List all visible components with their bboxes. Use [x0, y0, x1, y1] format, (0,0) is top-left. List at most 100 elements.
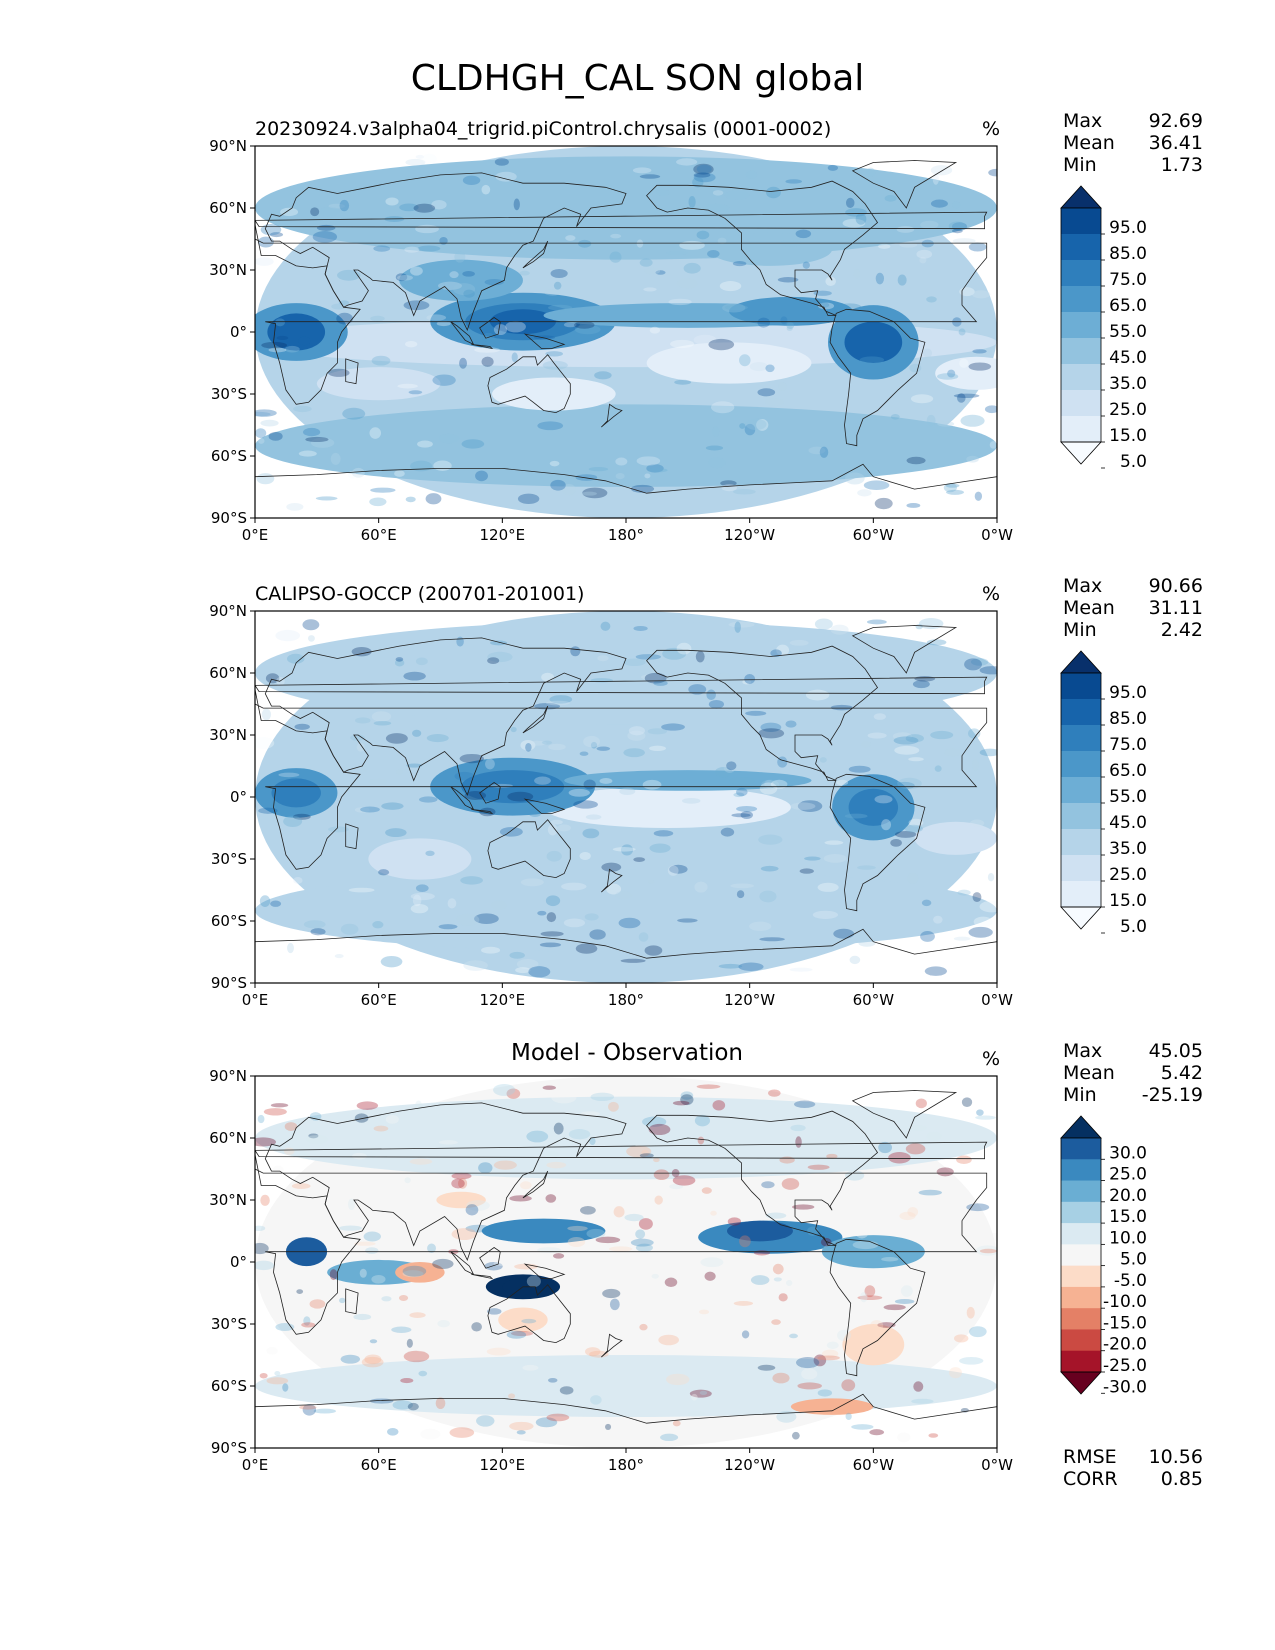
- field-contour: [649, 745, 667, 752]
- field-contour: [705, 445, 724, 451]
- field-contour: [804, 856, 821, 861]
- field-contour: [410, 460, 433, 472]
- colorbar-tick-label: 85.0: [1109, 709, 1147, 729]
- field-contour: [270, 1103, 289, 1108]
- colorbar-segment: [1061, 881, 1101, 908]
- field-contour: [739, 354, 751, 367]
- field-contour: [826, 1341, 839, 1349]
- field-contour: [564, 770, 812, 791]
- field-contour: [844, 321, 903, 363]
- field-contour: [662, 647, 687, 660]
- field-contour: [606, 883, 622, 895]
- field-contour: [653, 680, 668, 686]
- field-contour: [283, 1147, 295, 1155]
- field-contour: [438, 433, 460, 444]
- field-contour: [549, 695, 573, 704]
- field-contour: [638, 1218, 653, 1230]
- field-contour: [695, 650, 705, 663]
- field-contour: [596, 746, 611, 751]
- field-contour: [639, 1153, 654, 1158]
- colorbar-extend-bottom: [1060, 441, 1102, 465]
- colorbar-segment: [1061, 1265, 1101, 1288]
- field-contour: [520, 1181, 532, 1190]
- colorbar-frame: [1060, 1137, 1102, 1373]
- field-contour: [582, 828, 600, 839]
- field-contour: [736, 787, 748, 797]
- coastline: [255, 1141, 988, 1160]
- field-contour: [670, 339, 695, 349]
- field-contour: [588, 467, 609, 472]
- colorbar-tick-label: 35.0: [1109, 374, 1147, 394]
- field-contour: [363, 1231, 381, 1242]
- field-contour: [921, 899, 932, 907]
- map-plot: 90°N 60°N 30°N 0° 30°S 60°S 90°S0°E 60°E 120°E 18…: [209, 602, 1013, 1009]
- colorbar-tick-label: 65.0: [1109, 296, 1147, 316]
- field-contour: [628, 726, 646, 736]
- field-contour: [260, 419, 279, 427]
- field-contour: [499, 826, 523, 837]
- field-contour: [656, 189, 670, 196]
- field-contour: [575, 474, 598, 481]
- field-contour: [395, 273, 408, 282]
- field-contour: [456, 636, 464, 647]
- field-contour: [489, 640, 508, 646]
- field-contour: [455, 913, 480, 926]
- field-contour: [261, 708, 272, 721]
- field-contour: [936, 373, 959, 380]
- field-contour: [915, 623, 923, 630]
- field-contour: [884, 194, 897, 202]
- coastline: [479, 782, 501, 804]
- field-contour: [736, 890, 745, 899]
- coastline: [601, 868, 623, 893]
- coastline: [646, 180, 879, 316]
- field-contour: [666, 1373, 690, 1386]
- coastline: [523, 333, 566, 349]
- field-contour: [417, 440, 433, 448]
- field-contour: [385, 1114, 399, 1124]
- field-contour: [643, 287, 657, 292]
- field-contour: [381, 1296, 392, 1302]
- rmse-label: RMSE: [1063, 1446, 1117, 1468]
- field-contour: [899, 1211, 916, 1221]
- lat-tick-label: 90°S: [211, 1439, 247, 1457]
- field-contour: [894, 830, 917, 838]
- field-contour: [403, 1350, 430, 1363]
- field-contour: [894, 1299, 915, 1305]
- field-contour: [275, 318, 286, 327]
- field-contour: [257, 438, 265, 444]
- max-value: 45.05: [1148, 1040, 1203, 1062]
- field-contour: [608, 1246, 633, 1252]
- field-contour: [494, 158, 509, 166]
- field-contour: [799, 868, 814, 874]
- field-contour: [415, 154, 425, 159]
- field-contour: [294, 723, 310, 730]
- field-contour: [653, 1169, 670, 1180]
- field-contour: [714, 767, 733, 778]
- field-contour: [697, 1136, 705, 1145]
- field-contour: [973, 916, 993, 927]
- field-contour: [776, 1410, 797, 1423]
- field-contour: [881, 1256, 899, 1262]
- field-contour: [353, 1313, 372, 1321]
- field-contour: [772, 1372, 790, 1384]
- field-contour: [447, 898, 457, 909]
- field-contour: [890, 839, 902, 847]
- field-contour: [395, 657, 404, 662]
- field-contour: [368, 778, 388, 785]
- field-contour: [487, 1308, 502, 1315]
- colorbar-extend-bottom: [1060, 906, 1102, 930]
- lon-tick-label: 60°W: [853, 1456, 895, 1474]
- field-contour: [545, 351, 563, 357]
- field-contour: [712, 190, 724, 196]
- colorbar-segment: [1061, 338, 1101, 365]
- coastline: [829, 1238, 926, 1377]
- field-contour: [761, 1181, 775, 1189]
- field-contour: [626, 1145, 652, 1158]
- map-plot: 90°N 60°N 30°N 0° 30°S 60°S 90°S0°E 60°E 120°E 18…: [209, 1067, 1013, 1474]
- field-contour: [674, 379, 692, 385]
- colorbar-segment: [1061, 286, 1101, 313]
- field-contour: [436, 321, 451, 327]
- field-contour: [474, 347, 501, 353]
- field-contour: [717, 237, 727, 245]
- field-contour: [745, 170, 758, 180]
